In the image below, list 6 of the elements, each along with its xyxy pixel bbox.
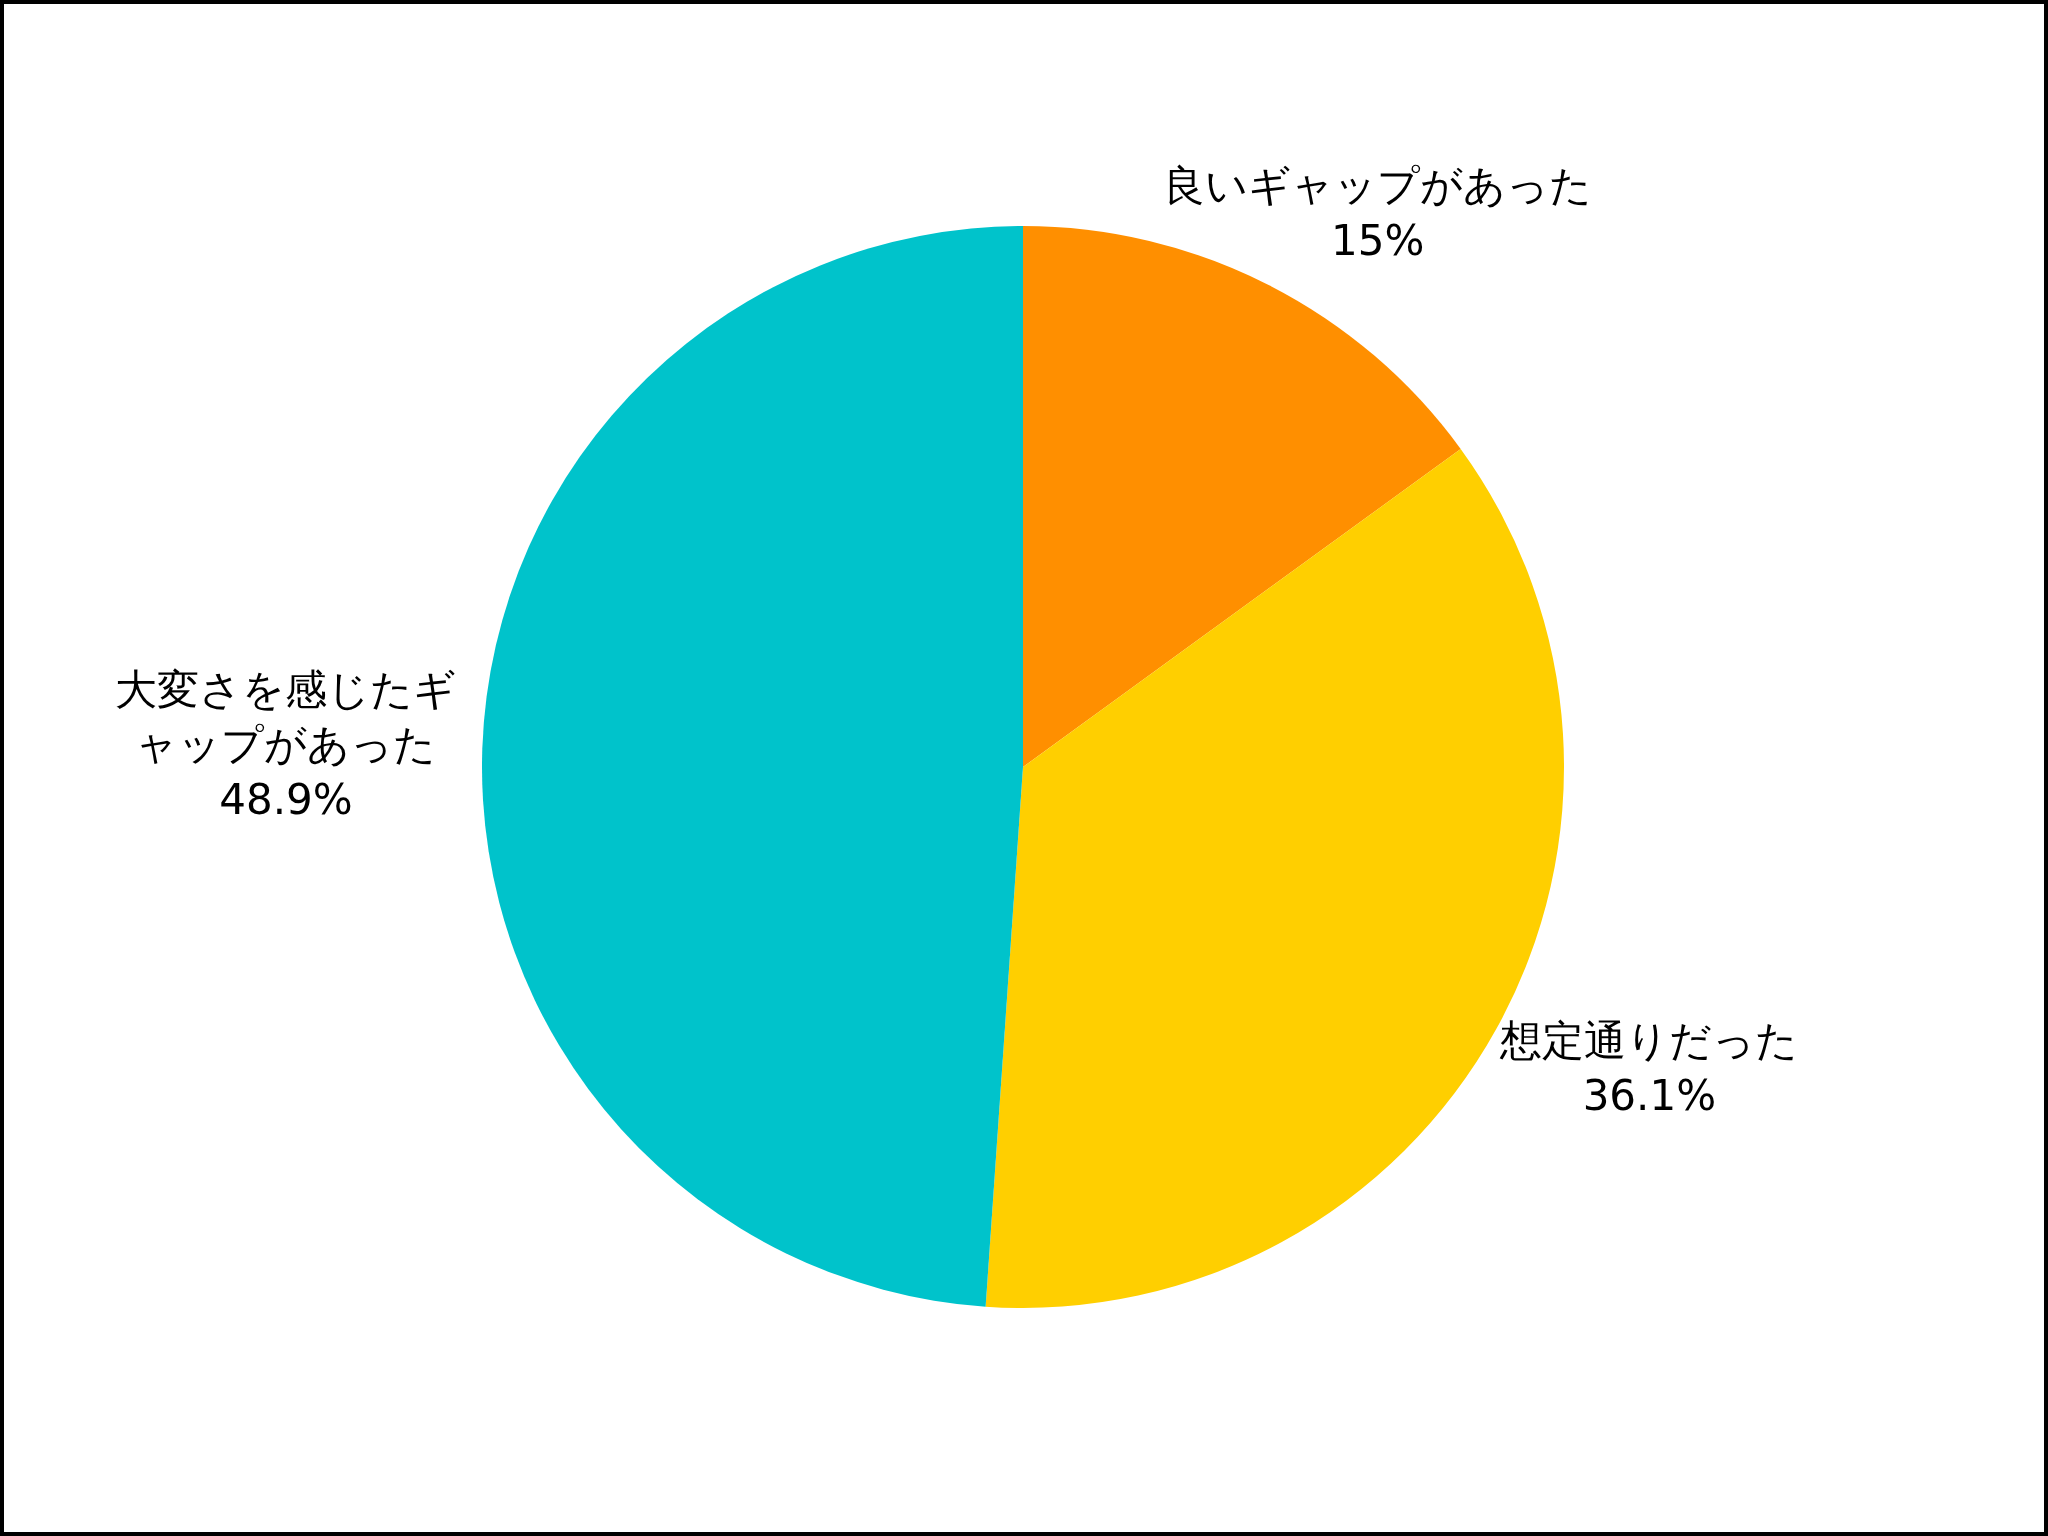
- slice-label: 想定通りだった: [1499, 1016, 1799, 1066]
- slice-label: 良いギャップがあった: [1163, 160, 1593, 210]
- slice-label: 大変さを感じたギャップがあった: [115, 665, 457, 770]
- data-label: 15%: [1331, 215, 1425, 265]
- data-label: 48.9%: [219, 775, 353, 825]
- data-label: 36.1%: [1582, 1071, 1717, 1121]
